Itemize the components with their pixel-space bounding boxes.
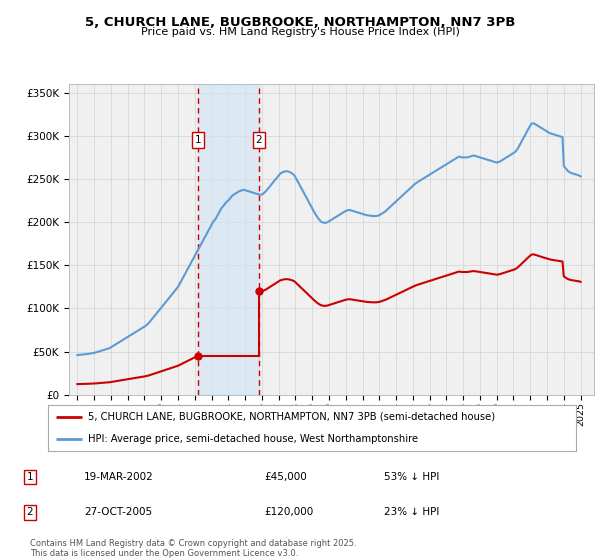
Text: 19-MAR-2002: 19-MAR-2002 bbox=[84, 472, 154, 482]
Text: 5, CHURCH LANE, BUGBROOKE, NORTHAMPTON, NN7 3PB: 5, CHURCH LANE, BUGBROOKE, NORTHAMPTON, … bbox=[85, 16, 515, 29]
Text: 1: 1 bbox=[195, 135, 202, 145]
Text: Contains HM Land Registry data © Crown copyright and database right 2025.
This d: Contains HM Land Registry data © Crown c… bbox=[30, 539, 356, 558]
Text: Price paid vs. HM Land Registry's House Price Index (HPI): Price paid vs. HM Land Registry's House … bbox=[140, 27, 460, 37]
Text: HPI: Average price, semi-detached house, West Northamptonshire: HPI: Average price, semi-detached house,… bbox=[88, 434, 418, 444]
Text: £120,000: £120,000 bbox=[264, 507, 313, 517]
Text: £45,000: £45,000 bbox=[264, 472, 307, 482]
Text: 2: 2 bbox=[256, 135, 262, 145]
Text: 53% ↓ HPI: 53% ↓ HPI bbox=[384, 472, 439, 482]
Text: 5, CHURCH LANE, BUGBROOKE, NORTHAMPTON, NN7 3PB (semi-detached house): 5, CHURCH LANE, BUGBROOKE, NORTHAMPTON, … bbox=[88, 412, 495, 422]
Text: 1: 1 bbox=[26, 472, 34, 482]
Text: 23% ↓ HPI: 23% ↓ HPI bbox=[384, 507, 439, 517]
Text: 2: 2 bbox=[26, 507, 34, 517]
Text: 27-OCT-2005: 27-OCT-2005 bbox=[84, 507, 152, 517]
Bar bbox=[199, 84, 259, 395]
